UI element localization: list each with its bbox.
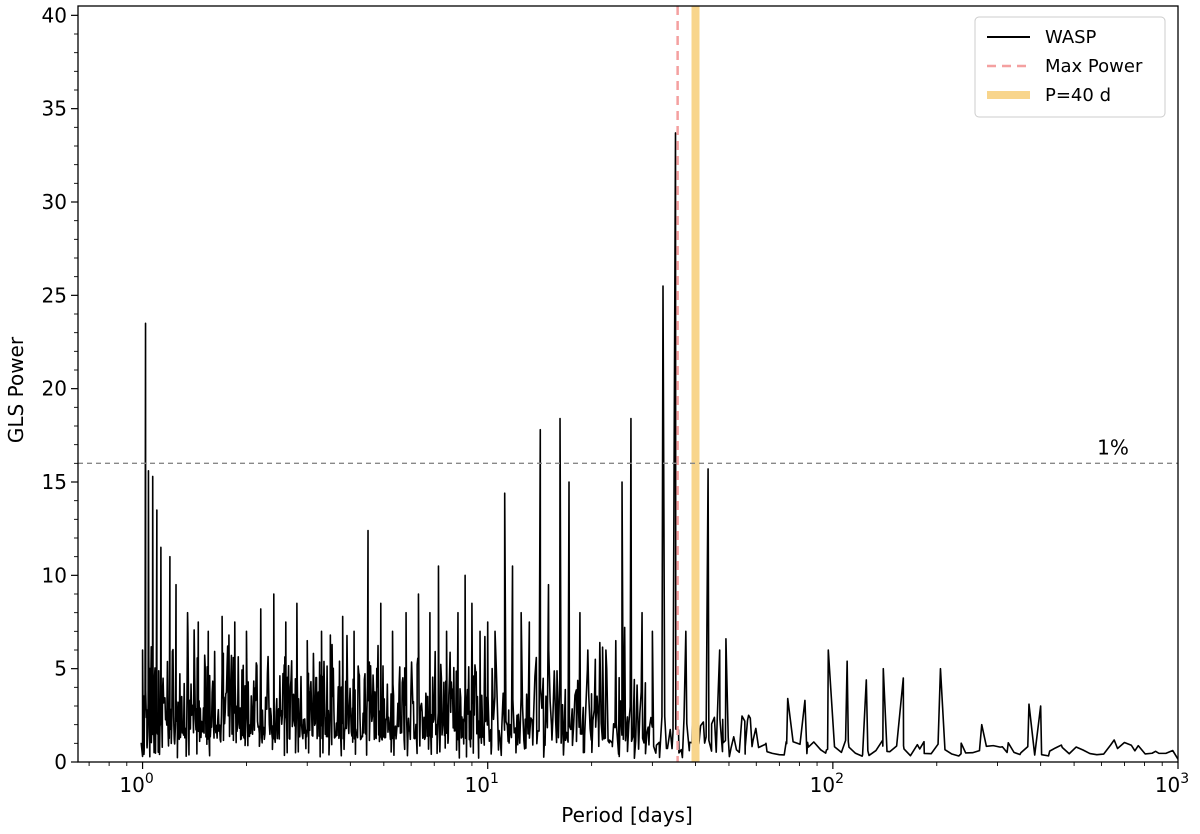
y-tick-label: 15 — [42, 470, 67, 494]
y-axis-label: GLS Power — [4, 336, 28, 443]
y-tick-label: 35 — [42, 97, 67, 121]
x-tick-label: 102 — [810, 771, 844, 797]
axes-layer: 1% 0 5 10 15 20 25 30 35 40 100 101 102 103 — [42, 3, 1190, 797]
y-tick-label: 5 — [54, 657, 67, 681]
y-tick-label: 30 — [42, 190, 67, 214]
series-line-wasp — [140, 132, 1178, 760]
legend: WASP Max Power P=40 d — [974, 16, 1166, 118]
legend-label: P=40 d — [1045, 85, 1111, 106]
y-tick-label: 25 — [42, 283, 67, 307]
x-tick-label: 101 — [465, 771, 499, 797]
x-tick-label: 100 — [119, 771, 153, 797]
x-tick-label: 103 — [1155, 771, 1189, 797]
overlay-layer — [78, 6, 1178, 762]
threshold-label: 1% — [1097, 435, 1129, 459]
y-tick-label: 40 — [42, 3, 67, 27]
series-layer — [140, 132, 1178, 760]
y-tick-label: 0 — [54, 750, 67, 774]
y-tick-label: 10 — [42, 563, 67, 587]
x-axis-label: Period [days] — [561, 803, 693, 827]
legend-label: WASP — [1045, 27, 1097, 48]
plot-frame — [77, 5, 1179, 763]
legend-label: Max Power — [1045, 56, 1143, 77]
y-tick-label: 20 — [42, 377, 67, 401]
